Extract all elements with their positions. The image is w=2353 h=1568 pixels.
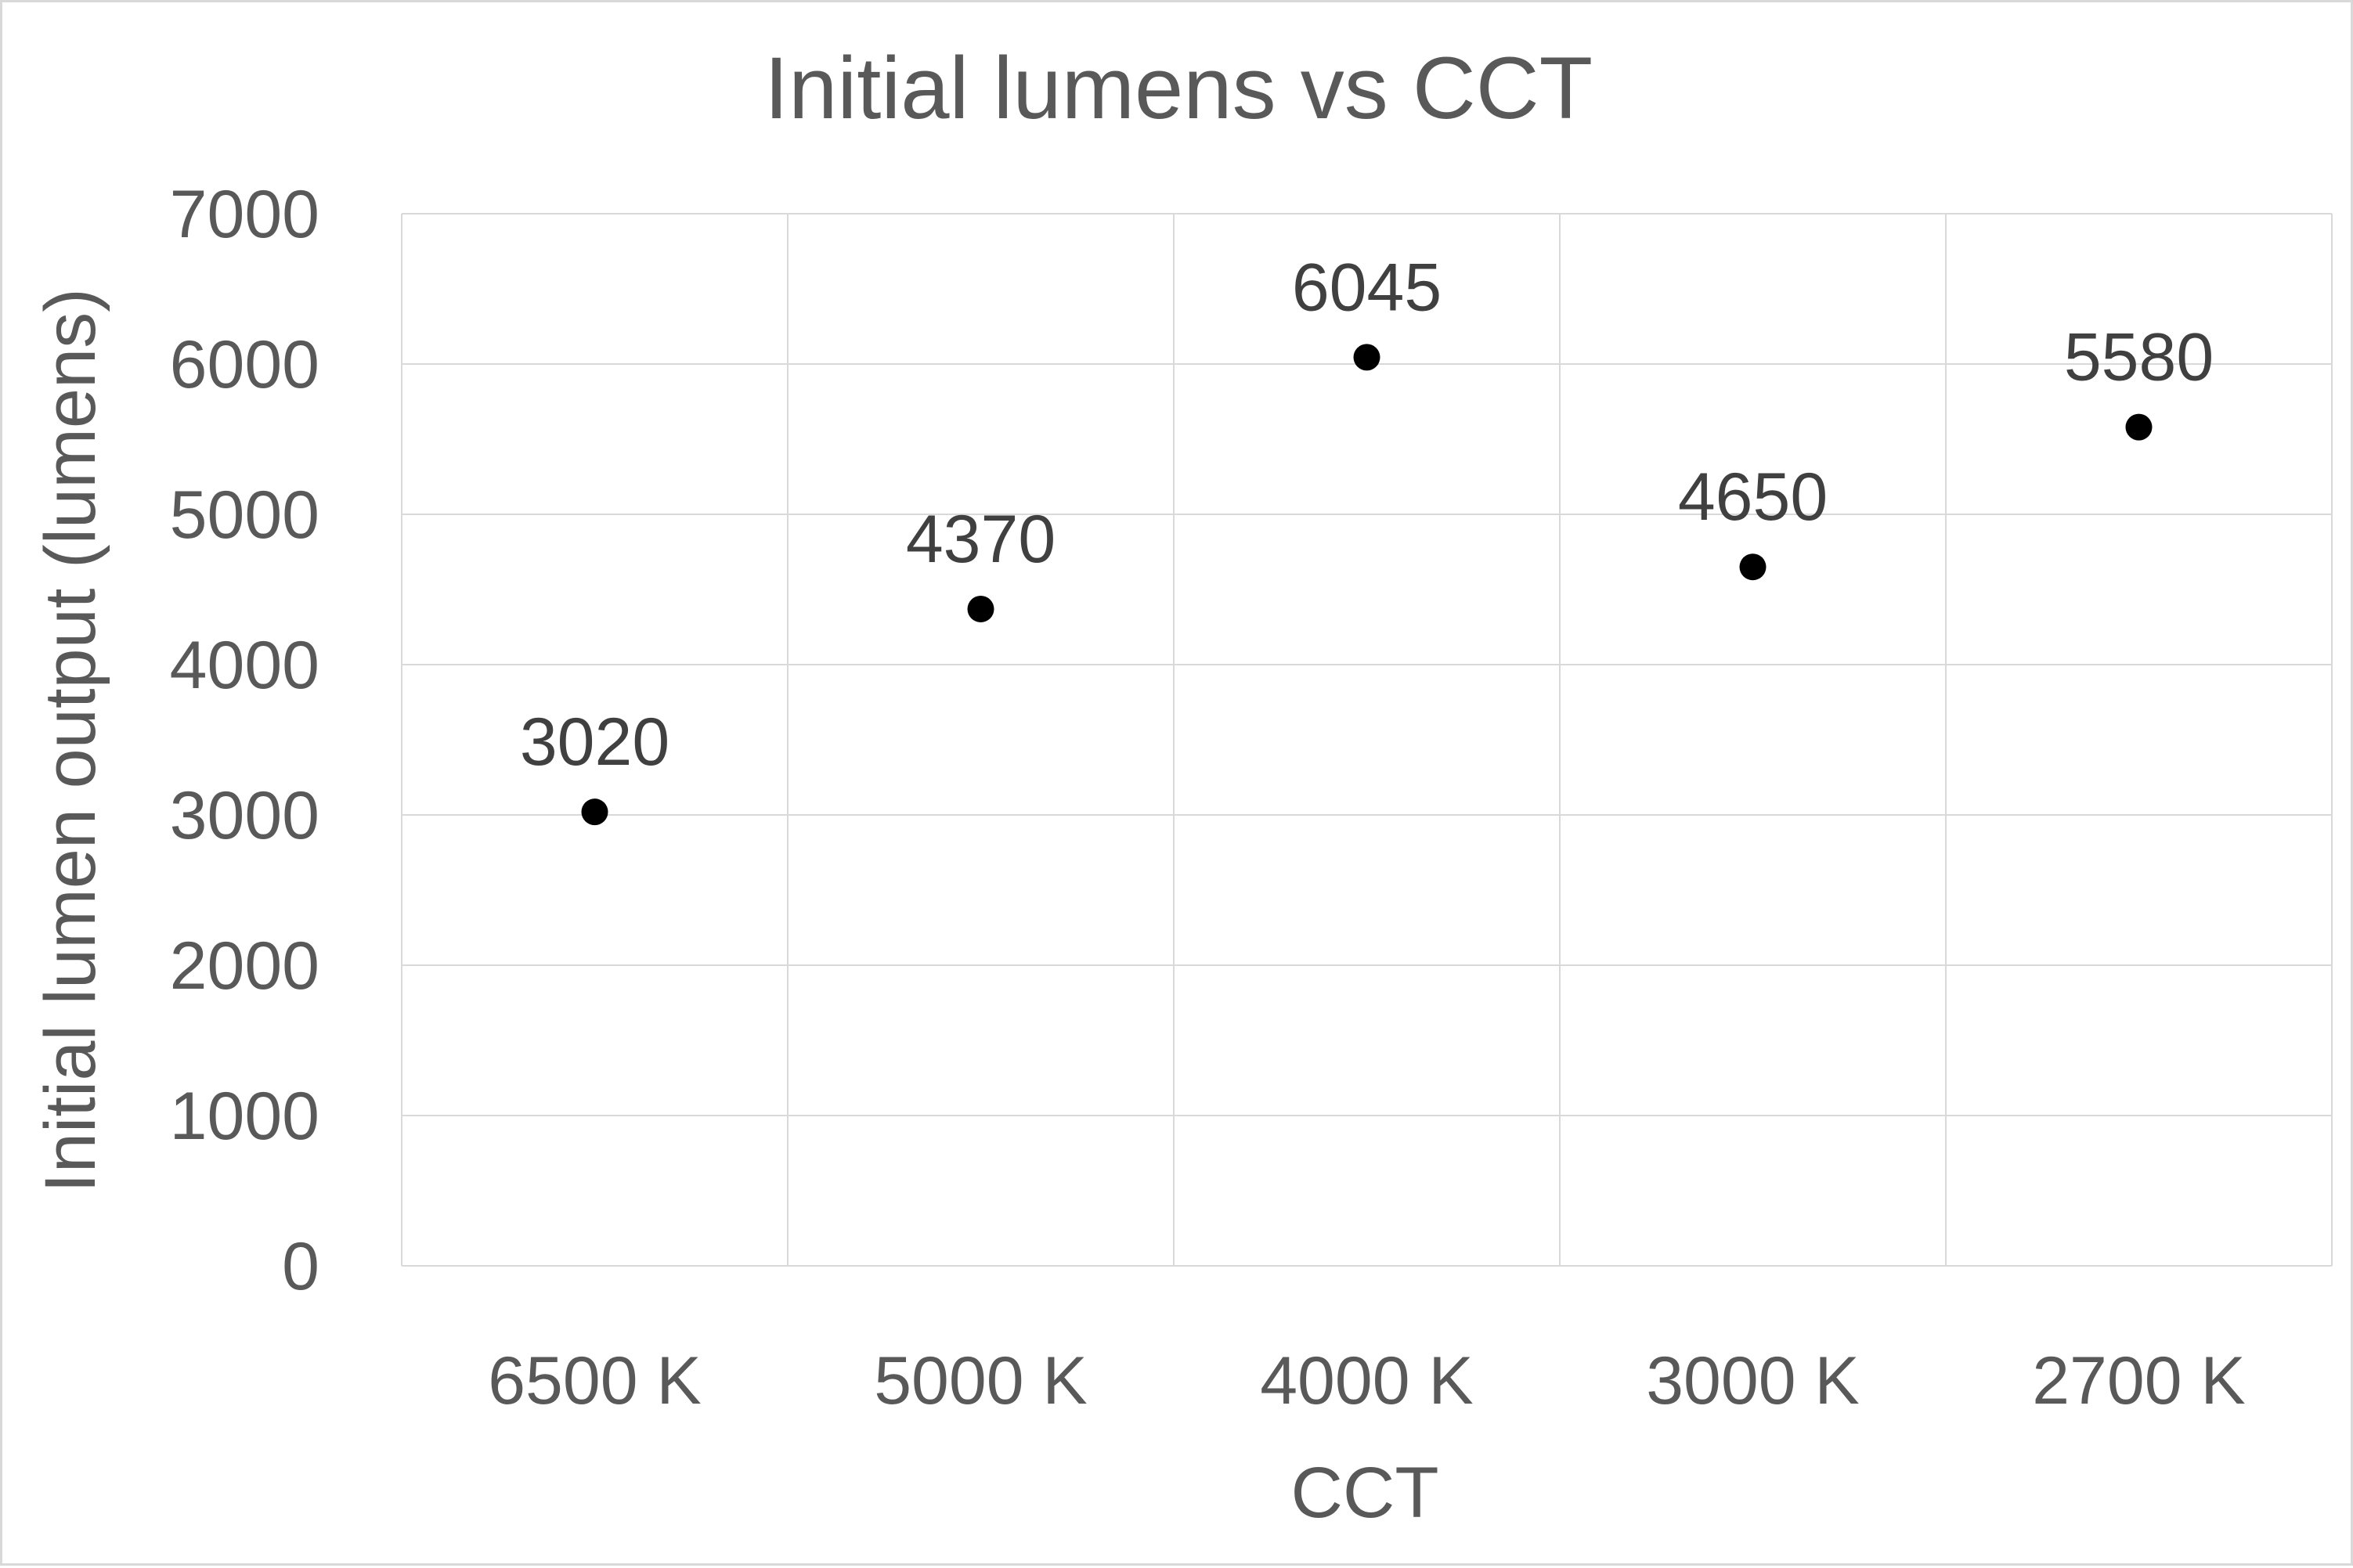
y-tick-label: 2000 <box>170 928 319 1004</box>
y-tick-label: 5000 <box>170 478 319 553</box>
chart-title: Initial lumens vs CCT <box>764 39 1593 137</box>
x-tick-labels: 6500 K 5000 K 4000 K 3000 K 2700 K <box>488 1343 2246 1418</box>
data-point <box>1739 553 1767 581</box>
x-tick-label: 3000 K <box>1646 1343 1860 1418</box>
y-tick-labels: 0 1000 2000 3000 4000 5000 6000 7000 <box>170 177 319 1304</box>
y-tick-label: 4000 <box>170 628 319 703</box>
data-point <box>967 595 994 622</box>
x-tick-label: 5000 K <box>874 1343 1088 1418</box>
data-label: 6045 <box>1292 250 1442 325</box>
y-tick-label: 3000 <box>170 778 319 853</box>
y-tick-label: 1000 <box>170 1079 319 1154</box>
y-axis-title: Initial lumen output (lumens) <box>31 288 110 1193</box>
data-points <box>581 344 2153 826</box>
x-tick-label: 2700 K <box>2032 1343 2246 1418</box>
y-tick-label: 0 <box>282 1229 319 1304</box>
data-label: 4650 <box>1678 460 1828 535</box>
x-tick-label: 6500 K <box>488 1343 702 1418</box>
y-tick-label: 6000 <box>170 327 319 402</box>
y-tick-label: 7000 <box>170 177 319 252</box>
x-axis-title: CCT <box>1290 1453 1438 1533</box>
gridlines <box>401 213 2333 1266</box>
data-label: 5580 <box>2064 320 2214 395</box>
data-point <box>581 798 608 826</box>
data-labels: 3020 4370 6045 4650 5580 <box>520 250 2214 780</box>
data-point <box>1353 344 1380 371</box>
data-point <box>2125 413 2153 441</box>
data-label: 4370 <box>906 502 1056 577</box>
x-tick-label: 4000 K <box>1260 1343 1474 1418</box>
data-label: 3020 <box>520 705 669 780</box>
